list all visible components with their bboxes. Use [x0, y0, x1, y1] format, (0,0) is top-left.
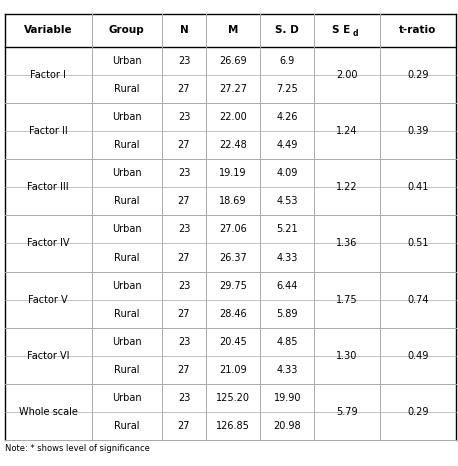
Text: 0.29: 0.29: [407, 70, 428, 80]
Text: Urban: Urban: [112, 168, 142, 178]
Text: 5.89: 5.89: [277, 309, 298, 319]
Text: 22.00: 22.00: [219, 112, 247, 122]
Text: 125.20: 125.20: [216, 393, 250, 403]
Text: Group: Group: [109, 25, 145, 35]
Text: 1.36: 1.36: [336, 239, 358, 248]
Text: 23: 23: [178, 55, 190, 66]
Text: Rural: Rural: [114, 309, 140, 319]
Text: 21.09: 21.09: [219, 365, 247, 375]
Text: 126.85: 126.85: [216, 421, 250, 432]
Text: d: d: [353, 29, 358, 38]
Text: 23: 23: [178, 337, 190, 347]
Text: Factor VI: Factor VI: [27, 351, 69, 361]
Text: Factor IV: Factor IV: [27, 239, 69, 248]
Text: Whole scale: Whole scale: [19, 407, 77, 417]
Text: 1.24: 1.24: [336, 126, 358, 136]
Text: 27: 27: [178, 84, 190, 94]
Text: 4.33: 4.33: [277, 365, 298, 375]
Text: 1.22: 1.22: [336, 182, 358, 192]
Text: 0.29: 0.29: [407, 407, 428, 417]
Text: 4.09: 4.09: [277, 168, 298, 178]
Text: 5.79: 5.79: [336, 407, 358, 417]
Text: 23: 23: [178, 168, 190, 178]
Text: S E: S E: [333, 25, 351, 35]
Text: 22.48: 22.48: [219, 140, 247, 150]
Text: 27: 27: [178, 421, 190, 432]
Text: 7.25: 7.25: [276, 84, 298, 94]
Text: Rural: Rural: [114, 84, 140, 94]
Text: 26.69: 26.69: [219, 55, 247, 66]
Text: 27.27: 27.27: [219, 84, 247, 94]
Text: Urban: Urban: [112, 225, 142, 234]
Text: Factor I: Factor I: [30, 70, 66, 80]
Text: Rural: Rural: [114, 140, 140, 150]
Text: 27.06: 27.06: [219, 225, 247, 234]
Text: 0.39: 0.39: [407, 126, 428, 136]
Text: 6.9: 6.9: [279, 55, 295, 66]
Text: Variable: Variable: [24, 25, 72, 35]
Text: Urban: Urban: [112, 393, 142, 403]
Text: 23: 23: [178, 393, 190, 403]
Text: 0.49: 0.49: [407, 351, 428, 361]
Text: 23: 23: [178, 112, 190, 122]
Text: 1.30: 1.30: [336, 351, 358, 361]
Text: Rural: Rural: [114, 196, 140, 206]
Text: 27: 27: [178, 253, 190, 262]
Text: Urban: Urban: [112, 112, 142, 122]
Text: t-ratio: t-ratio: [399, 25, 436, 35]
Text: Note: * shows level of significance: Note: * shows level of significance: [5, 444, 149, 453]
Text: Urban: Urban: [112, 337, 142, 347]
Text: 6.44: 6.44: [277, 281, 298, 291]
Text: Rural: Rural: [114, 421, 140, 432]
Text: 23: 23: [178, 281, 190, 291]
Text: 26.37: 26.37: [219, 253, 247, 262]
Text: 23: 23: [178, 225, 190, 234]
Text: Urban: Urban: [112, 281, 142, 291]
Text: Factor III: Factor III: [27, 182, 69, 192]
Text: Rural: Rural: [114, 253, 140, 262]
Text: Urban: Urban: [112, 55, 142, 66]
Text: 4.33: 4.33: [277, 253, 298, 262]
Text: 4.26: 4.26: [277, 112, 298, 122]
Text: 27: 27: [178, 309, 190, 319]
Text: 1.75: 1.75: [336, 295, 358, 305]
Text: 29.75: 29.75: [219, 281, 247, 291]
Text: 18.69: 18.69: [219, 196, 246, 206]
Text: M: M: [228, 25, 238, 35]
Text: 0.41: 0.41: [407, 182, 428, 192]
Text: N: N: [180, 25, 188, 35]
Text: 0.74: 0.74: [407, 295, 428, 305]
Text: 20.98: 20.98: [273, 421, 301, 432]
Text: 5.21: 5.21: [277, 225, 298, 234]
Text: Rural: Rural: [114, 365, 140, 375]
Text: 4.85: 4.85: [277, 337, 298, 347]
Text: 0.51: 0.51: [407, 239, 428, 248]
Text: 20.45: 20.45: [219, 337, 247, 347]
Text: 28.46: 28.46: [219, 309, 247, 319]
Text: 27: 27: [178, 140, 190, 150]
Text: 27: 27: [178, 365, 190, 375]
Text: 27: 27: [178, 196, 190, 206]
Text: Factor II: Factor II: [29, 126, 67, 136]
Text: 19.19: 19.19: [219, 168, 246, 178]
Text: S. D: S. D: [275, 25, 299, 35]
Text: Factor V: Factor V: [28, 295, 68, 305]
Text: 19.90: 19.90: [273, 393, 301, 403]
Text: 2.00: 2.00: [336, 70, 358, 80]
Text: 4.53: 4.53: [277, 196, 298, 206]
Text: 4.49: 4.49: [277, 140, 298, 150]
